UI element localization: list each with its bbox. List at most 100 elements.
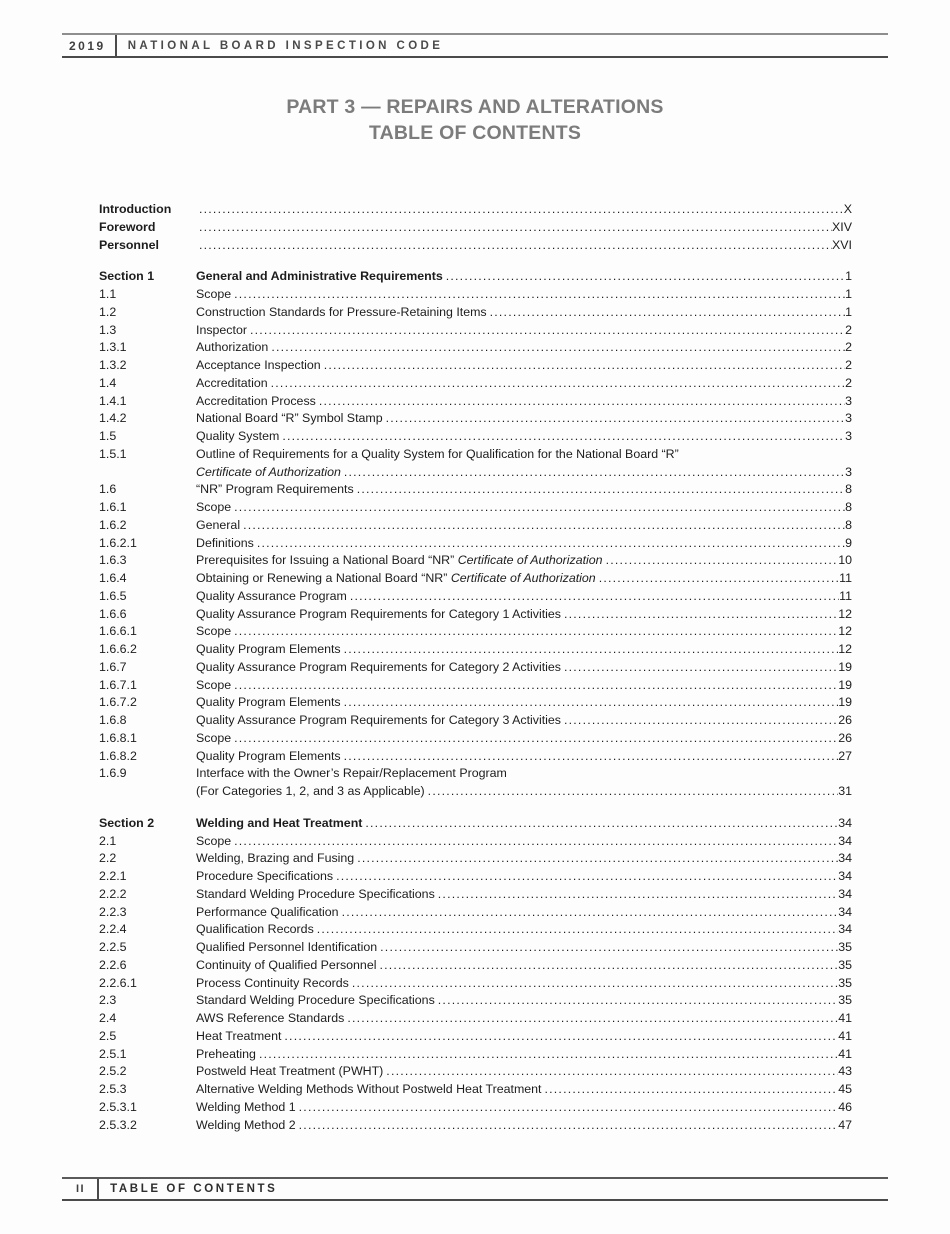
toc-entry-title: Scope [196, 623, 231, 641]
toc-page-number: 2 [845, 340, 852, 355]
toc-page-number: 26 [838, 713, 852, 727]
toc-entry-title: Welding, Brazing and Fusing [196, 850, 354, 868]
toc-row: 2.5.3 Alternative Welding Methods Without… [99, 1081, 852, 1099]
toc-entry: Interface with the Owner’s Repair/Replac… [196, 765, 852, 801]
toc-entry-line: Performance Qualification...............… [196, 904, 852, 922]
toc-page-number: 1 [845, 269, 852, 284]
toc-entry-title: Welding Method 2 [196, 1117, 296, 1135]
toc-entry-number: 1.6.6.2 [99, 642, 137, 656]
toc-entry: Qualification Records...................… [196, 921, 852, 939]
toc-entry-title: (For Categories 1, 2, and 3 as Applicabl… [196, 783, 425, 801]
toc-entry: Accreditation Process...................… [196, 393, 852, 411]
toc-row: 1.6.2 General............................… [99, 517, 852, 535]
toc-page-number: 35 [838, 975, 852, 990]
toc-entry-line: ........................................… [196, 219, 852, 237]
toc-entry: Welding Method 1........................… [196, 1099, 852, 1117]
toc-page-number: 43 [838, 1064, 852, 1079]
toc-page-number: 2 [845, 375, 852, 390]
toc-entry-number: 1.6.2.1 [99, 535, 137, 550]
toc-page-number: 10 [838, 553, 852, 568]
toc-entry-title: Accreditation Process [196, 393, 316, 411]
toc-row: 1.6.5 Quality Assurance Program..........… [99, 588, 852, 606]
toc-entry-number: 1.6.8.2 [99, 748, 137, 763]
toc-page-number: 12 [838, 642, 852, 656]
toc-page-number: 34 [838, 922, 852, 937]
toc-entry-number: 1.6.2 [99, 517, 127, 532]
toc-entry-title: Quality Program Elements [196, 641, 341, 659]
table-of-contents: Introduction............................… [99, 201, 852, 1134]
toc-entry-title: Accreditation [196, 375, 268, 393]
toc-entry-title-text: Performance Qualification [196, 904, 339, 919]
toc-entry-number: 1.2 [99, 304, 117, 319]
toc-entry-number: 2.2.5 [99, 940, 127, 954]
toc-block-front-matter: Introduction............................… [99, 201, 852, 254]
toc-entry-line: Standard Welding Procedure Specification… [196, 992, 852, 1010]
toc-page-number: 34 [838, 851, 852, 866]
toc-entry-title-text: AWS Reference Standards [196, 1011, 345, 1025]
dot-leader: ........................................… [234, 500, 845, 514]
toc-entry-number: 1.6.4 [99, 571, 127, 585]
toc-row: 2.5.1 Preheating.........................… [99, 1046, 852, 1064]
toc-entry-line: Quality Program Elements................… [196, 748, 852, 766]
toc-entry-title: Heat Treatment [196, 1028, 281, 1046]
toc-page-number: 41 [838, 1028, 852, 1043]
toc-entry-title: General and Administrative Requirements [196, 268, 443, 286]
dot-leader: ........................................… [298, 1099, 839, 1114]
toc-row: 2.2.6 Continuity of Qualified Personnel..… [99, 957, 852, 975]
toc-entry-title: Scope [196, 730, 231, 748]
toc-entry-title: Acceptance Inspection [196, 357, 321, 375]
footer-divider [97, 1179, 100, 1199]
toc-row: 2.4 AWS Reference Standards..............… [99, 1010, 852, 1028]
toc-row: 2.2 Welding, Brazing and Fusing..........… [99, 850, 852, 868]
toc-page-number: 8 [845, 482, 852, 497]
toc-entry-title: General [196, 517, 240, 535]
toc-row: 2.5.3.2 Welding Method 2.................… [99, 1117, 852, 1135]
toc-page-number: 12 [838, 606, 852, 621]
toc-row: 1.5 Quality System.......................… [99, 428, 852, 446]
toc-entry-title: Scope [196, 677, 231, 695]
toc-row: 1.1 Scope................................… [99, 286, 852, 304]
toc-page-number: 3 [845, 393, 852, 408]
toc-entry-title: Quality System [196, 428, 279, 446]
page-footer-band: II TABLE OF CONTENTS [62, 1177, 888, 1201]
dot-leader: ........................................… [234, 287, 845, 301]
toc-entry-title: Preheating [196, 1046, 256, 1064]
toc-entry: Quality Assurance Program Requirements f… [196, 606, 852, 624]
toc-entry-title: Inspector [196, 322, 247, 340]
toc-entry-line: Welding and Heat Treatment..............… [196, 815, 852, 833]
toc-entry-title: Standard Welding Procedure Specification… [196, 992, 435, 1010]
toc-entry: Inspector...............................… [196, 322, 852, 340]
document-title-line2: TABLE OF CONTENTS [368, 122, 582, 144]
toc-entry-title-text: Definitions [196, 535, 254, 550]
toc-entry-title-text: Standard Welding Procedure Specification… [196, 993, 435, 1008]
toc-entry-line: General.................................… [196, 517, 852, 535]
toc-entry-number: 1.6 [99, 482, 117, 497]
footer-title: TABLE OF CONTENTS [110, 1183, 278, 1195]
dot-leader: ........................................… [347, 1011, 839, 1025]
toc-row: 1.6.2.1 Definitions......................… [99, 535, 852, 553]
dot-leader: ........................................… [351, 975, 838, 990]
toc-row: 2.2.1 Procedure Specifications...........… [99, 868, 852, 886]
toc-entry-title-text: Standard Welding Procedure Specification… [196, 886, 435, 901]
toc-entry-line: Scope...................................… [196, 677, 852, 695]
toc-entry: Qualified Personnel Identification......… [196, 939, 852, 957]
dot-leader: ........................................… [258, 1046, 839, 1061]
toc-row: 2.3 Standard Welding Procedure Specificat… [99, 992, 852, 1010]
toc-page-number: X [843, 202, 852, 216]
toc-entry-line: Accreditation...........................… [196, 375, 852, 393]
toc-row: 2.5.2 Postweld Heat Treatment (PWHT).....… [99, 1063, 852, 1081]
toc-row: 1.5.1 Outline of Requirements for a Quali… [99, 446, 852, 482]
toc-entry-title-text: Process Continuity Records [196, 975, 349, 990]
toc-page-number: 45 [838, 1082, 852, 1096]
toc-entry-title-text: Accreditation Process [196, 393, 316, 408]
toc-entry-line: Qualified Personnel Identification......… [196, 939, 852, 957]
toc-entry-number: 1.6.6.1 [99, 624, 137, 639]
toc-entry-line: Postweld Heat Treatment (PWHT)..........… [196, 1063, 852, 1081]
toc-page-number: 34 [838, 815, 852, 830]
toc-row: 1.6.8 Quality Assurance Program Requireme… [99, 712, 852, 730]
toc-entry-line: Definitions.............................… [196, 535, 852, 553]
toc-entry-number: 1.3.2 [99, 358, 127, 372]
toc-entry-number: 2.2.6.1 [99, 975, 137, 990]
toc-entry-number: 1.3.1 [99, 340, 127, 355]
toc-entry: Obtaining or Renewing a National Board “… [196, 570, 852, 588]
